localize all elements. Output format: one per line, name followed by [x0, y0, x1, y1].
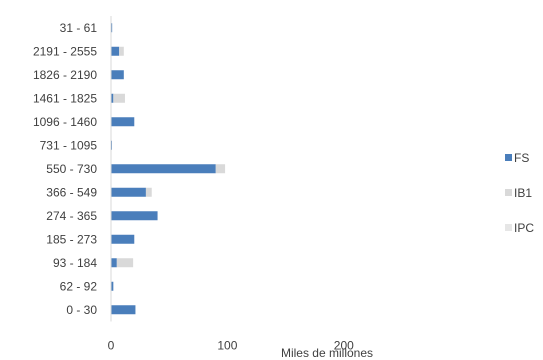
bar-fs-12	[111, 305, 136, 315]
x-tick-label: 200	[334, 339, 354, 353]
bar-ib1-1	[119, 46, 124, 56]
legend-label-ib1: IB1	[514, 186, 532, 200]
bar-fs-0	[111, 23, 113, 33]
y-tick-label: 731 - 1095	[40, 138, 98, 152]
legend-label-fs: FS	[514, 151, 529, 165]
bar-fs-2	[111, 70, 124, 80]
y-tick-label: 93 - 184	[53, 256, 97, 270]
x-tick-labels: 0 100 200	[108, 339, 354, 353]
x-tick-label: 0	[108, 339, 115, 353]
legend-swatch-fs	[505, 154, 512, 161]
y-tick-label: 274 - 365	[46, 209, 97, 223]
y-tick-label: 550 - 730	[46, 162, 97, 176]
y-tick-label: 1096 - 1460	[33, 115, 97, 129]
y-tick-label: 1461 - 1825	[33, 91, 97, 105]
y-tick-labels: 31 - 61 2191 - 2555 1826 - 2190 1461 - 1825…	[33, 21, 97, 317]
y-tick-label: 366 - 549	[46, 185, 97, 199]
bar-ib1-7	[145, 187, 152, 197]
bar-fs-8	[111, 211, 158, 221]
bars-group	[111, 23, 226, 315]
bar-ib1-6	[215, 164, 226, 174]
bar-fs-6	[111, 164, 216, 174]
bar-ib1-10	[116, 258, 134, 268]
bar-fs-9	[111, 234, 135, 244]
y-tick-label: 62 - 92	[60, 279, 98, 293]
y-tick-label: 2191 - 2555	[33, 44, 97, 58]
x-axis-title: Miles de millones	[281, 346, 373, 360]
bar-fs-4	[111, 117, 135, 127]
y-tick-label: 185 - 273	[46, 232, 97, 246]
bar-fs-11	[111, 281, 114, 291]
bar-fs-7	[111, 187, 146, 197]
bar-ib1-3	[113, 93, 125, 103]
legend-swatch-ib1	[505, 189, 512, 196]
bar-fs-3	[111, 93, 114, 103]
y-tick-label: 31 - 61	[60, 21, 98, 35]
legend-label-ipc: IPC	[514, 221, 534, 235]
legend-swatch-ipc	[505, 224, 512, 231]
y-tick-label: 1826 - 2190	[33, 68, 97, 82]
legend: FS IB1 IPC	[505, 151, 534, 235]
x-tick-label: 100	[217, 339, 237, 353]
bar-fs-10	[111, 258, 117, 268]
y-tick-label: 0 - 30	[66, 303, 97, 317]
bar-fs-1	[111, 46, 120, 56]
